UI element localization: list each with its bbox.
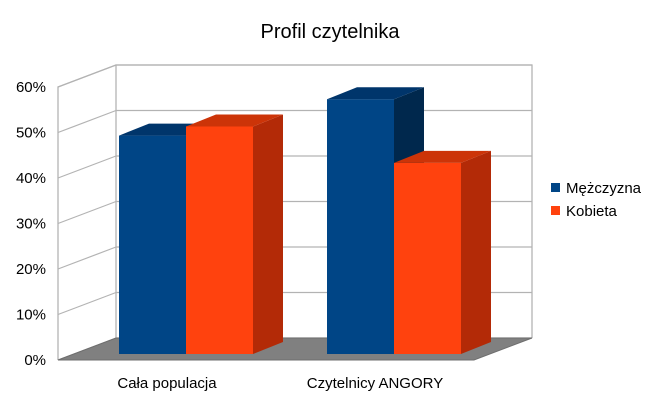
legend-label: Mężczyzna xyxy=(566,180,642,197)
category-label: Czytelnicy ANGORY xyxy=(307,375,443,392)
bar-front xyxy=(119,135,186,354)
legend-entry: Kobieta xyxy=(551,203,618,220)
bar-front xyxy=(327,99,394,354)
bar-side xyxy=(461,150,491,354)
bar-side xyxy=(253,114,283,354)
chart-title: Profil czytelnika xyxy=(261,21,401,43)
y-tick-label: 60% xyxy=(16,79,46,96)
bar-front xyxy=(186,126,253,354)
category-label: Cała populacja xyxy=(117,375,217,392)
y-tick-label: 20% xyxy=(16,261,46,278)
y-tick-label: 50% xyxy=(16,125,46,142)
bar-front xyxy=(394,162,461,354)
bar xyxy=(186,114,283,354)
legend-swatch xyxy=(551,206,560,215)
y-tick-label: 10% xyxy=(16,307,46,324)
gridline-side xyxy=(57,64,117,88)
bar-top xyxy=(186,114,283,127)
y-tick-label: 0% xyxy=(24,352,46,369)
legend-label: Kobieta xyxy=(566,203,618,220)
legend-entry: Mężczyzna xyxy=(551,180,642,197)
legend-swatch xyxy=(551,183,560,192)
y-tick-label: 40% xyxy=(16,170,46,187)
gridline-side xyxy=(57,155,117,179)
gridline-side xyxy=(57,109,117,134)
gridline-side xyxy=(57,200,117,225)
bar-top xyxy=(394,150,491,163)
bar-top xyxy=(327,87,424,100)
gridline-side xyxy=(57,291,117,316)
gridline-side xyxy=(57,246,117,270)
y-tick-label: 30% xyxy=(16,216,46,233)
bar xyxy=(394,150,491,354)
